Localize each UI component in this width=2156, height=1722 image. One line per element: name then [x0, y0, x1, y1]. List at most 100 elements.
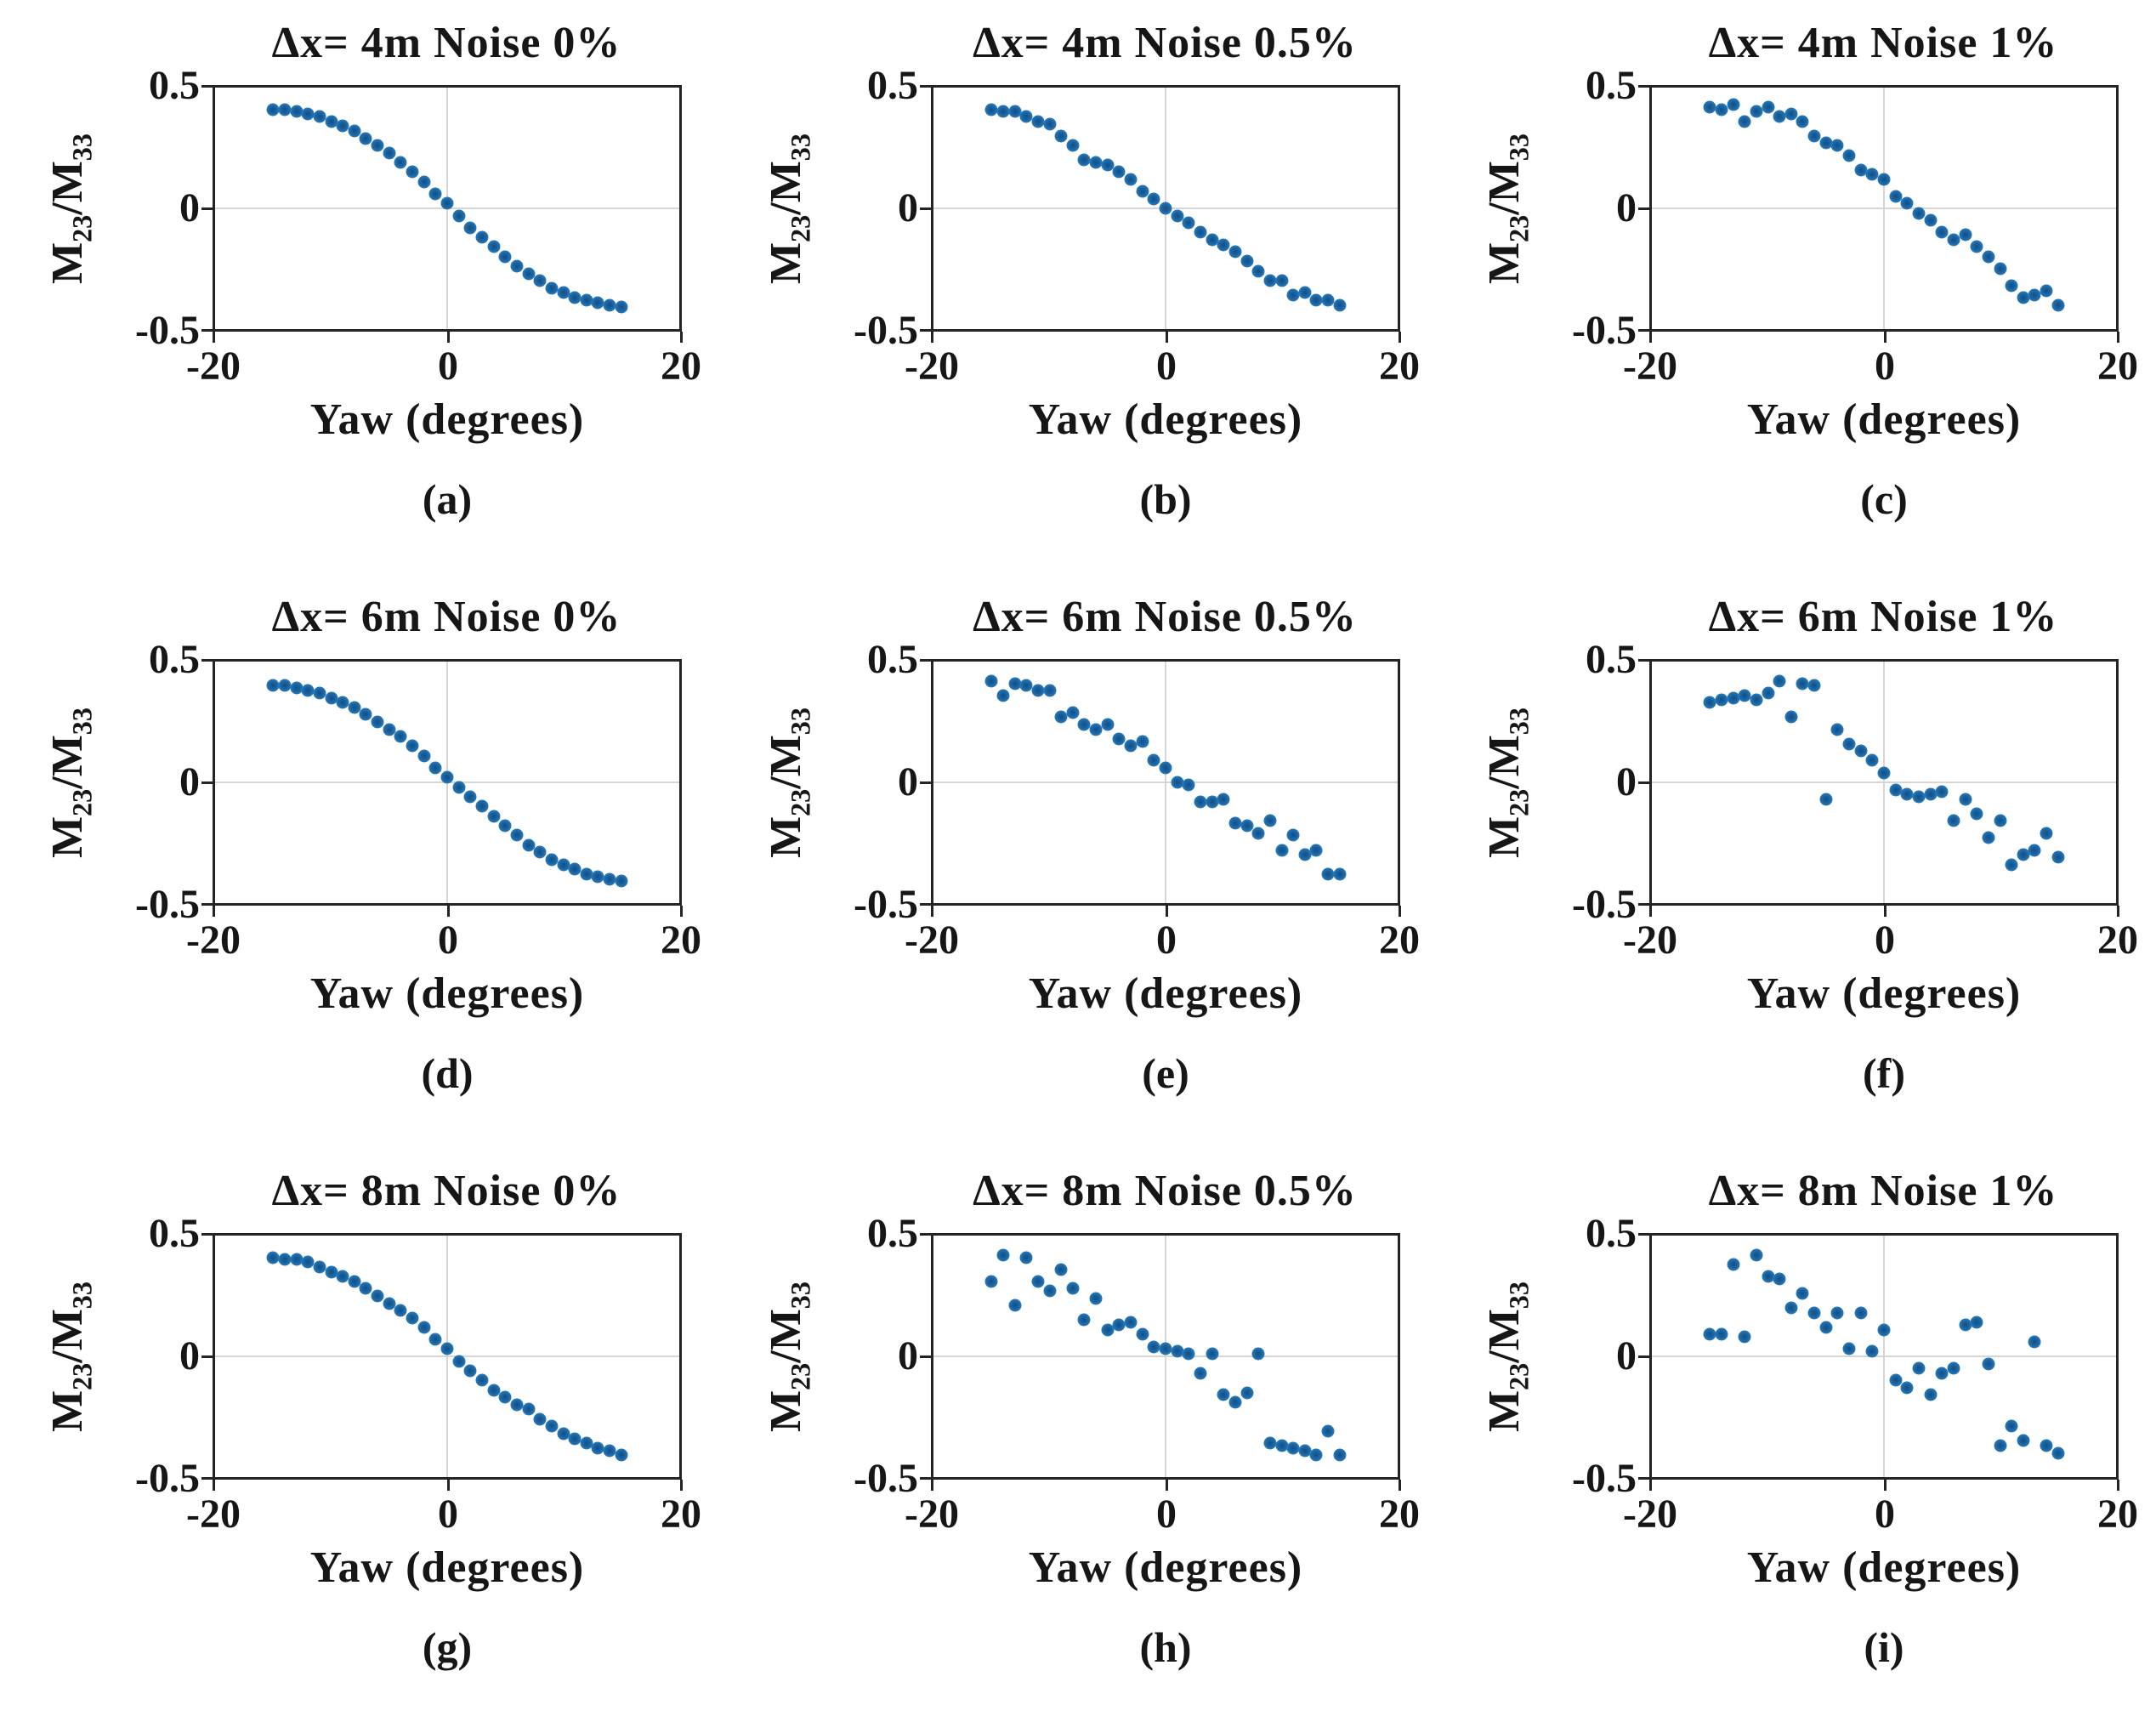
data-point: [359, 132, 372, 145]
data-point: [1089, 1292, 1103, 1305]
subplot-letter: (a): [422, 475, 473, 523]
y-tick-label-bottom: -0.5: [1572, 1456, 1637, 1501]
y-tick-mark-bottom: [1638, 1477, 1649, 1480]
data-point: [290, 105, 304, 118]
data-point: [301, 1255, 315, 1269]
data-point: [984, 1275, 998, 1288]
data-point: [394, 1304, 407, 1317]
data-point: [1982, 1357, 1995, 1371]
data-point: [1924, 1388, 1938, 1401]
y-tick-label-top: 0.5: [867, 63, 918, 108]
x-tick-mark-left: [931, 1480, 933, 1491]
data-point: [1947, 233, 1960, 247]
data-point: [2005, 858, 2018, 872]
data-point: [313, 686, 326, 700]
data-point: [2028, 844, 2041, 857]
x-axis-label: Yaw (degrees): [1028, 395, 1303, 444]
data-point: [1877, 1323, 1891, 1337]
data-point: [1182, 778, 1195, 792]
data-point: [1228, 816, 1242, 830]
data-point: [1970, 1316, 1983, 1329]
data-point: [1159, 761, 1172, 775]
ylabel-m23-base: M: [1480, 816, 1529, 858]
data-point: [359, 708, 372, 721]
data-point: [325, 115, 338, 128]
data-point: [1854, 163, 1868, 177]
data-point: [1982, 831, 1995, 844]
x-tick-label-center: 0: [1156, 918, 1177, 963]
data-point: [1877, 766, 1891, 780]
ylabel-m23-base: M: [43, 816, 93, 858]
data-point: [1031, 1275, 1045, 1288]
data-point: [1043, 117, 1056, 131]
data-point: [266, 1251, 280, 1265]
x-tick-mark-center: [1884, 332, 1886, 343]
ylabel-m23-base: M: [762, 242, 811, 284]
data-point: [1124, 173, 1138, 186]
x-tick-mark-left: [213, 332, 215, 343]
data-point: [266, 103, 280, 117]
data-point: [996, 105, 1010, 118]
plot-area: [1649, 659, 2119, 906]
data-point: [580, 1436, 593, 1450]
data-point: [1077, 153, 1091, 167]
x-tick-label-right: 20: [661, 344, 701, 389]
data-point: [325, 1265, 338, 1279]
data-point: [475, 230, 489, 244]
y-tick-label-bottom: -0.5: [135, 1456, 200, 1501]
data-point: [1727, 691, 1740, 705]
subplot-b: Δx= 4m Noise 0.5% M23/M33 0.5 0 -0.5 -20…: [718, 0, 1437, 574]
data-point: [2040, 284, 2053, 298]
data-point: [1147, 192, 1160, 206]
data-point: [278, 1253, 292, 1266]
data-point: [1924, 787, 1938, 801]
data-point: [1900, 787, 1914, 801]
data-point: [348, 124, 361, 138]
y-tick-label-bottom: -0.5: [854, 1456, 918, 1501]
x-tick-label-right: 20: [2097, 344, 2138, 389]
data-point: [1738, 115, 1751, 128]
data-point: [1715, 693, 1728, 707]
data-point: [591, 296, 604, 310]
x-tick-mark-left: [1649, 906, 1652, 917]
data-point: [996, 689, 1010, 702]
data-point: [1750, 1248, 1763, 1262]
data-point: [510, 259, 524, 273]
y-tick-mark-top: [1638, 85, 1649, 88]
data-point: [498, 250, 512, 264]
y-tick-mark-bottom: [920, 903, 931, 906]
data-point: [1912, 790, 1926, 804]
data-point: [580, 293, 593, 307]
data-point: [1101, 1323, 1115, 1337]
data-point: [1089, 156, 1103, 169]
x-axis-label: Yaw (degrees): [1028, 969, 1303, 1018]
x-tick-mark-center: [447, 906, 450, 917]
data-point: [475, 1373, 489, 1387]
data-point: [1819, 136, 1833, 150]
data-point: [383, 723, 396, 736]
ylabel-m33-subscript: 33: [1503, 133, 1535, 161]
data-point: [278, 679, 292, 692]
data-point: [603, 1444, 616, 1458]
gridline-vertical-zero: [446, 1236, 448, 1477]
data-point: [545, 281, 559, 295]
y-tick-label-zero: 0: [1616, 759, 1637, 804]
data-point: [2017, 1434, 2030, 1447]
data-point: [1738, 689, 1751, 702]
data-point: [1750, 105, 1763, 118]
data-point: [1762, 100, 1774, 114]
data-point: [1982, 250, 1995, 264]
data-point: [463, 221, 477, 235]
data-point: [1263, 1436, 1277, 1450]
y-tick-mark-top: [1638, 659, 1649, 662]
y-tick-label-top: 0.5: [1586, 637, 1637, 682]
data-point: [348, 701, 361, 714]
ylabel-m33-subscript: 33: [66, 1281, 98, 1309]
ylabel-m23-base: M: [762, 1390, 811, 1432]
x-tick-mark-center: [1884, 1480, 1886, 1491]
data-point: [522, 838, 536, 852]
data-point: [417, 1321, 431, 1334]
plot-area: [1649, 1233, 2119, 1480]
data-point: [1054, 710, 1068, 724]
subplot-h: Δx= 8m Noise 0.5% M23/M33 0.5 0 -0.5 -20…: [718, 1148, 1437, 1722]
